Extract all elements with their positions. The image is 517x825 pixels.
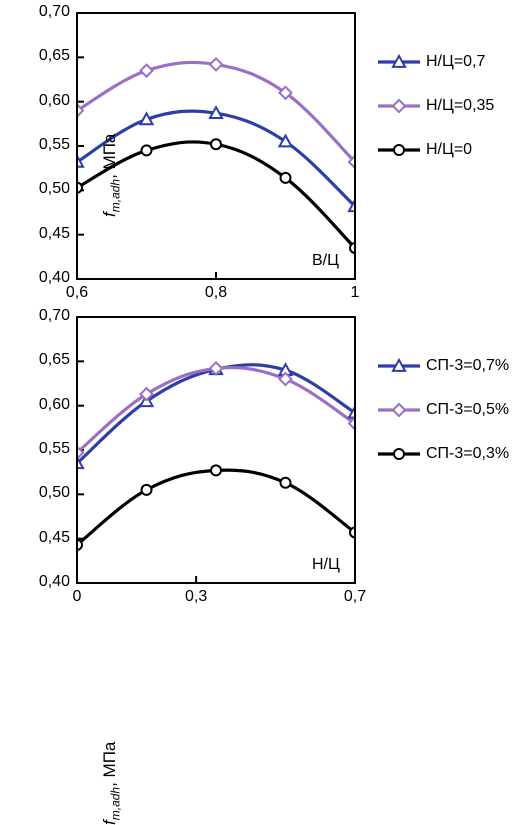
chart-bottom-xlabel: Н/Ц — [312, 556, 340, 574]
legend-item: СП-3=0,7% — [378, 356, 509, 376]
legend-label: Н/Ц=0,35 — [426, 97, 494, 115]
legend-item: Н/Ц=0 — [378, 140, 494, 160]
legend-item: СП-3=0,5% — [378, 400, 509, 420]
chart-top-legend: Н/Ц=0,7 Н/Ц=0,35 Н/Ц=0 — [378, 52, 494, 184]
series-line — [77, 368, 355, 453]
series-line — [77, 470, 355, 545]
legend-swatch — [378, 400, 420, 420]
chart-bottom-ylabel: fm,adh, МПа — [100, 742, 122, 825]
chart-bottom-plot — [76, 316, 356, 584]
legend-label: СП-3=0,3% — [426, 445, 509, 463]
xtick-label: 0,3 — [185, 588, 207, 606]
legend-swatch — [378, 356, 420, 376]
chart-top-ylabel: fm,adh, МПа — [100, 134, 122, 217]
xtick-label: 1 — [351, 284, 360, 302]
legend-item: СП-3=0,3% — [378, 444, 509, 464]
ytick-label: 0,65 — [39, 47, 70, 65]
ytick-label: 0,45 — [39, 529, 70, 547]
chart-bottom: fm,adh, МПа Н/Ц — [76, 316, 356, 584]
ytick-label: 0,70 — [39, 307, 70, 325]
ytick-label: 0,60 — [39, 92, 70, 110]
ytick-label: 0,45 — [39, 225, 70, 243]
legend-label: Н/Ц=0 — [426, 141, 472, 159]
ytick-label: 0,50 — [39, 484, 70, 502]
legend-item: Н/Ц=0,7 — [378, 52, 494, 72]
chart-top-xlabel: В/Ц — [312, 252, 339, 270]
legend-label: СП-3=0,7% — [426, 357, 509, 375]
legend-label: Н/Ц=0,7 — [426, 53, 485, 71]
legend-swatch — [378, 52, 420, 72]
legend-swatch — [378, 444, 420, 464]
ytick-label: 0,55 — [39, 136, 70, 154]
xtick-label: 0,7 — [344, 588, 366, 606]
xtick-label: 0,8 — [205, 284, 227, 302]
ytick-label: 0,55 — [39, 440, 70, 458]
ytick-label: 0,70 — [39, 3, 70, 21]
xtick-label: 0 — [73, 588, 82, 606]
ytick-label: 0,60 — [39, 396, 70, 414]
ytick-label: 0,65 — [39, 351, 70, 369]
ytick-label: 0,40 — [39, 573, 70, 591]
legend-item: Н/Ц=0,35 — [378, 96, 494, 116]
legend-swatch — [378, 140, 420, 160]
chart-top: fm,adh, МПа В/Ц — [76, 12, 356, 280]
ytick-label: 0,50 — [39, 180, 70, 198]
xtick-label: 0,6 — [66, 284, 88, 302]
chart-bottom-legend: СП-3=0,7% СП-3=0,5% СП-3=0,3% — [378, 356, 509, 488]
legend-swatch — [378, 96, 420, 116]
legend-label: СП-3=0,5% — [426, 401, 509, 419]
